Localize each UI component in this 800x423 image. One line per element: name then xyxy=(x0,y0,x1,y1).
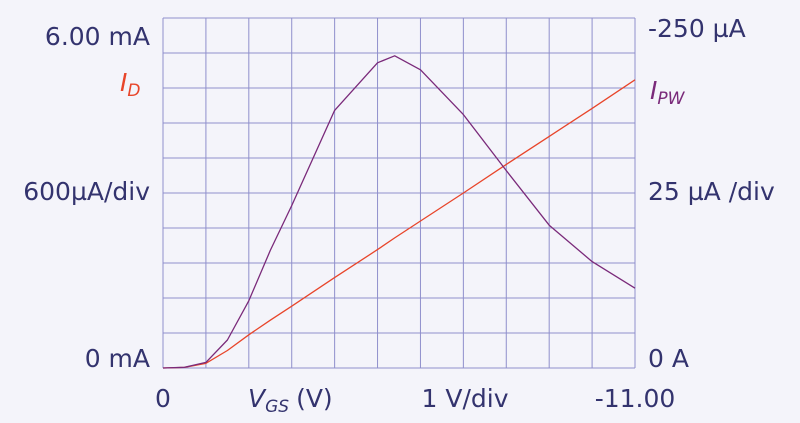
y2-tick-label: 0 A xyxy=(648,344,689,373)
x-label-symbol: V xyxy=(248,384,267,413)
legend-subscript: D xyxy=(127,81,140,101)
legend-label: IPW xyxy=(650,76,686,109)
y-div-label: 600µA/div xyxy=(23,177,150,206)
y-tick-label: 6.00 mA xyxy=(45,22,150,51)
legend-name: I xyxy=(650,76,657,105)
y2-div-label: 25 µA /div xyxy=(648,177,775,206)
y-tick-label: 0 mA xyxy=(85,344,150,373)
x-label-unit: (V) xyxy=(296,384,333,413)
series-line xyxy=(162,55,636,369)
legend-label: ID xyxy=(120,68,140,101)
x-axis-label: VGS (V) xyxy=(248,384,333,417)
x-div-label: 1 V/div xyxy=(422,384,509,413)
x-tick-label: -11.00 xyxy=(595,384,676,413)
y2-tick-label: -250 µA xyxy=(648,14,746,43)
x-label-subscript: GS xyxy=(265,397,289,417)
series-line xyxy=(162,79,636,369)
legend-subscript: PW xyxy=(657,89,685,109)
x-tick-label: 0 xyxy=(155,384,171,413)
legend-name: I xyxy=(120,68,127,97)
